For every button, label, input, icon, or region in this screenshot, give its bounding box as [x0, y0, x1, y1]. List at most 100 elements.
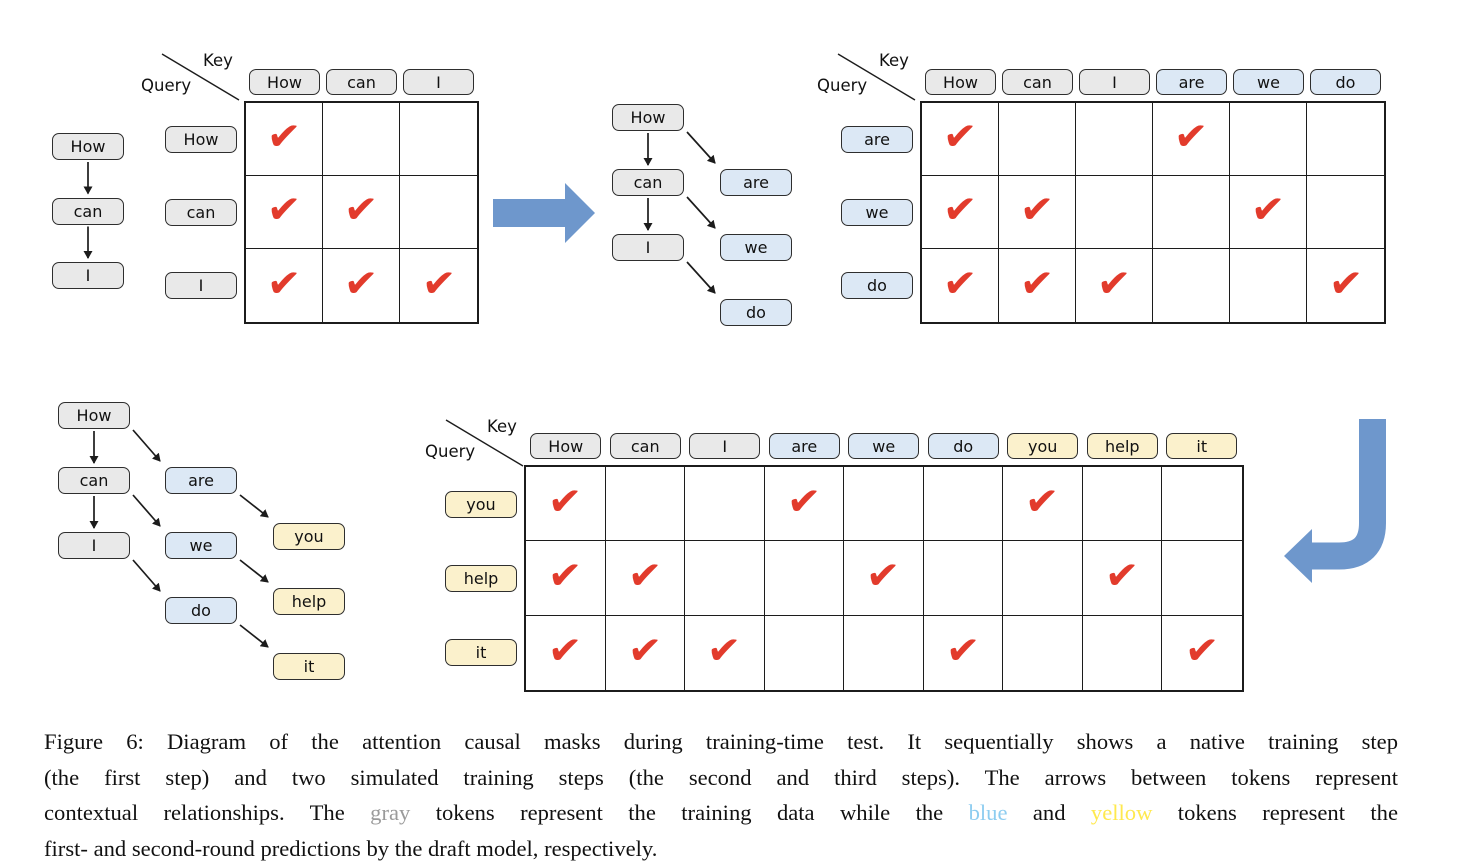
- key-token-can: can: [609, 433, 681, 459]
- mask-cell: [1162, 541, 1242, 616]
- mask-cell: [400, 103, 477, 176]
- attention-mask-grid: ✔ ✔ ✔ ✔ ✔ ✔ ✔ ✔ ✔: [920, 101, 1386, 324]
- token-it: it: [273, 653, 345, 680]
- key-token-are: are: [1156, 69, 1227, 95]
- mask-cell: ✔: [323, 176, 400, 249]
- key-token-how: How: [249, 69, 320, 95]
- mask-cell: ✔: [246, 103, 323, 176]
- query-token-can: can: [165, 199, 237, 226]
- context-arrow: [132, 559, 161, 592]
- caption-line-2: (the first step) and two simulated train…: [44, 760, 1398, 796]
- step1-to-step2-arrow-icon: [493, 183, 595, 243]
- figure-caption: Figure 6: Diagram of the attention causa…: [44, 724, 1398, 866]
- mask-cell: [1230, 103, 1307, 176]
- caption-line-3: contextual relationships. The gray token…: [44, 795, 1398, 831]
- context-arrow: [132, 429, 161, 462]
- check-icon: ✔: [1018, 185, 1056, 235]
- key-token-help: help: [1086, 433, 1158, 459]
- mask-cell: ✔: [999, 176, 1076, 249]
- check-icon: ✔: [941, 185, 979, 235]
- mask-cell: ✔: [526, 467, 606, 542]
- key-axis-label: Key: [879, 51, 909, 70]
- context-arrow: [132, 494, 161, 527]
- token-are: are: [720, 169, 792, 196]
- key-token-we: we: [848, 433, 920, 459]
- check-icon: ✔: [1172, 112, 1210, 162]
- key-token-we: we: [1233, 69, 1304, 95]
- check-icon: ✔: [1327, 259, 1364, 308]
- key-axis-label: Key: [203, 51, 233, 70]
- mask-cell: [765, 615, 844, 690]
- first-round-tree-edges: [643, 131, 716, 294]
- query-axis-label: Query: [425, 442, 476, 461]
- mask-cell: ✔: [606, 615, 685, 690]
- check-icon: ✔: [265, 259, 303, 308]
- check-icon: ✔: [626, 551, 664, 601]
- mask-cell: [1162, 467, 1242, 542]
- mask-cell: ✔: [246, 176, 323, 249]
- check-icon: ✔: [1103, 551, 1141, 601]
- token-we: we: [720, 234, 792, 261]
- token-i: I: [612, 234, 684, 261]
- caption-line-1: Figure 6: Diagram of the attention causa…: [44, 724, 1398, 760]
- mask-cell: ✔: [764, 467, 844, 542]
- key-token-are: are: [768, 433, 840, 459]
- mask-cell: ✔: [999, 249, 1076, 322]
- context-arrow: [686, 131, 716, 164]
- key-token-how: How: [530, 433, 602, 459]
- caption-text: contextual relationships. The: [44, 800, 371, 826]
- check-icon: ✔: [420, 259, 457, 308]
- key-axis-label: Key: [487, 417, 517, 436]
- check-icon: ✔: [626, 626, 664, 675]
- key-token-can: can: [326, 69, 397, 95]
- query-token-we: we: [841, 199, 913, 226]
- axis-label-group: Key Query: [424, 413, 526, 469]
- mask-cell: ✔: [922, 176, 999, 249]
- mask-cell: [1083, 615, 1162, 690]
- check-icon: ✔: [546, 551, 584, 601]
- key-token-i: I: [1079, 69, 1150, 95]
- query-token-i: I: [165, 272, 237, 299]
- mask-cell: [999, 103, 1076, 176]
- check-icon: ✔: [342, 259, 380, 308]
- check-icon: ✔: [941, 112, 979, 162]
- caption-text: and: [1007, 800, 1091, 826]
- mask-cell: [923, 541, 1003, 616]
- caption-colorword-blue: blue: [968, 800, 1008, 826]
- check-icon: ✔: [705, 626, 743, 675]
- check-icon: ✔: [864, 551, 902, 601]
- key-token-do: do: [1310, 69, 1381, 95]
- query-axis-label: Query: [141, 76, 192, 95]
- key-token-i: I: [689, 433, 761, 459]
- context-arrow: [239, 624, 269, 648]
- mask-cell: [1076, 103, 1153, 176]
- caption-text: Figure 6: Diagram of the attention causa…: [44, 729, 1398, 754]
- mask-cell: [400, 176, 477, 249]
- axis-diagonal-line: [161, 53, 240, 101]
- check-icon: ✔: [1183, 626, 1221, 675]
- token-can: can: [58, 467, 130, 494]
- mask-cell: [1153, 176, 1230, 249]
- mask-cell: ✔: [1003, 467, 1083, 542]
- token-are: are: [165, 467, 237, 494]
- attention-mask-grid: ✔ ✔ ✔ ✔ ✔ ✔ ✔ ✔ ✔ ✔ ✔ ✔: [524, 465, 1244, 692]
- mask-cell: ✔: [1307, 249, 1384, 322]
- caption-colorword-yellow: yellow: [1090, 800, 1153, 826]
- token-how: How: [52, 133, 124, 160]
- caption-text: first- and second-round predictions by t…: [44, 835, 658, 861]
- key-token-i: I: [403, 69, 474, 95]
- mask-cell: [1307, 176, 1384, 249]
- mask-cell: [844, 467, 924, 542]
- mask-cell: ✔: [922, 249, 999, 322]
- caption-text: tokens represent the training data while…: [410, 800, 969, 826]
- mask-cell: ✔: [1082, 541, 1162, 616]
- mask-cell: [323, 103, 400, 176]
- query-axis-label: Query: [817, 76, 868, 95]
- check-icon: ✔: [265, 112, 303, 162]
- check-icon: ✔: [944, 626, 982, 675]
- second-round-tree-edges: [89, 429, 269, 648]
- key-token-it: it: [1166, 433, 1238, 459]
- mask-cell: [1003, 615, 1083, 690]
- check-icon: ✔: [941, 259, 979, 308]
